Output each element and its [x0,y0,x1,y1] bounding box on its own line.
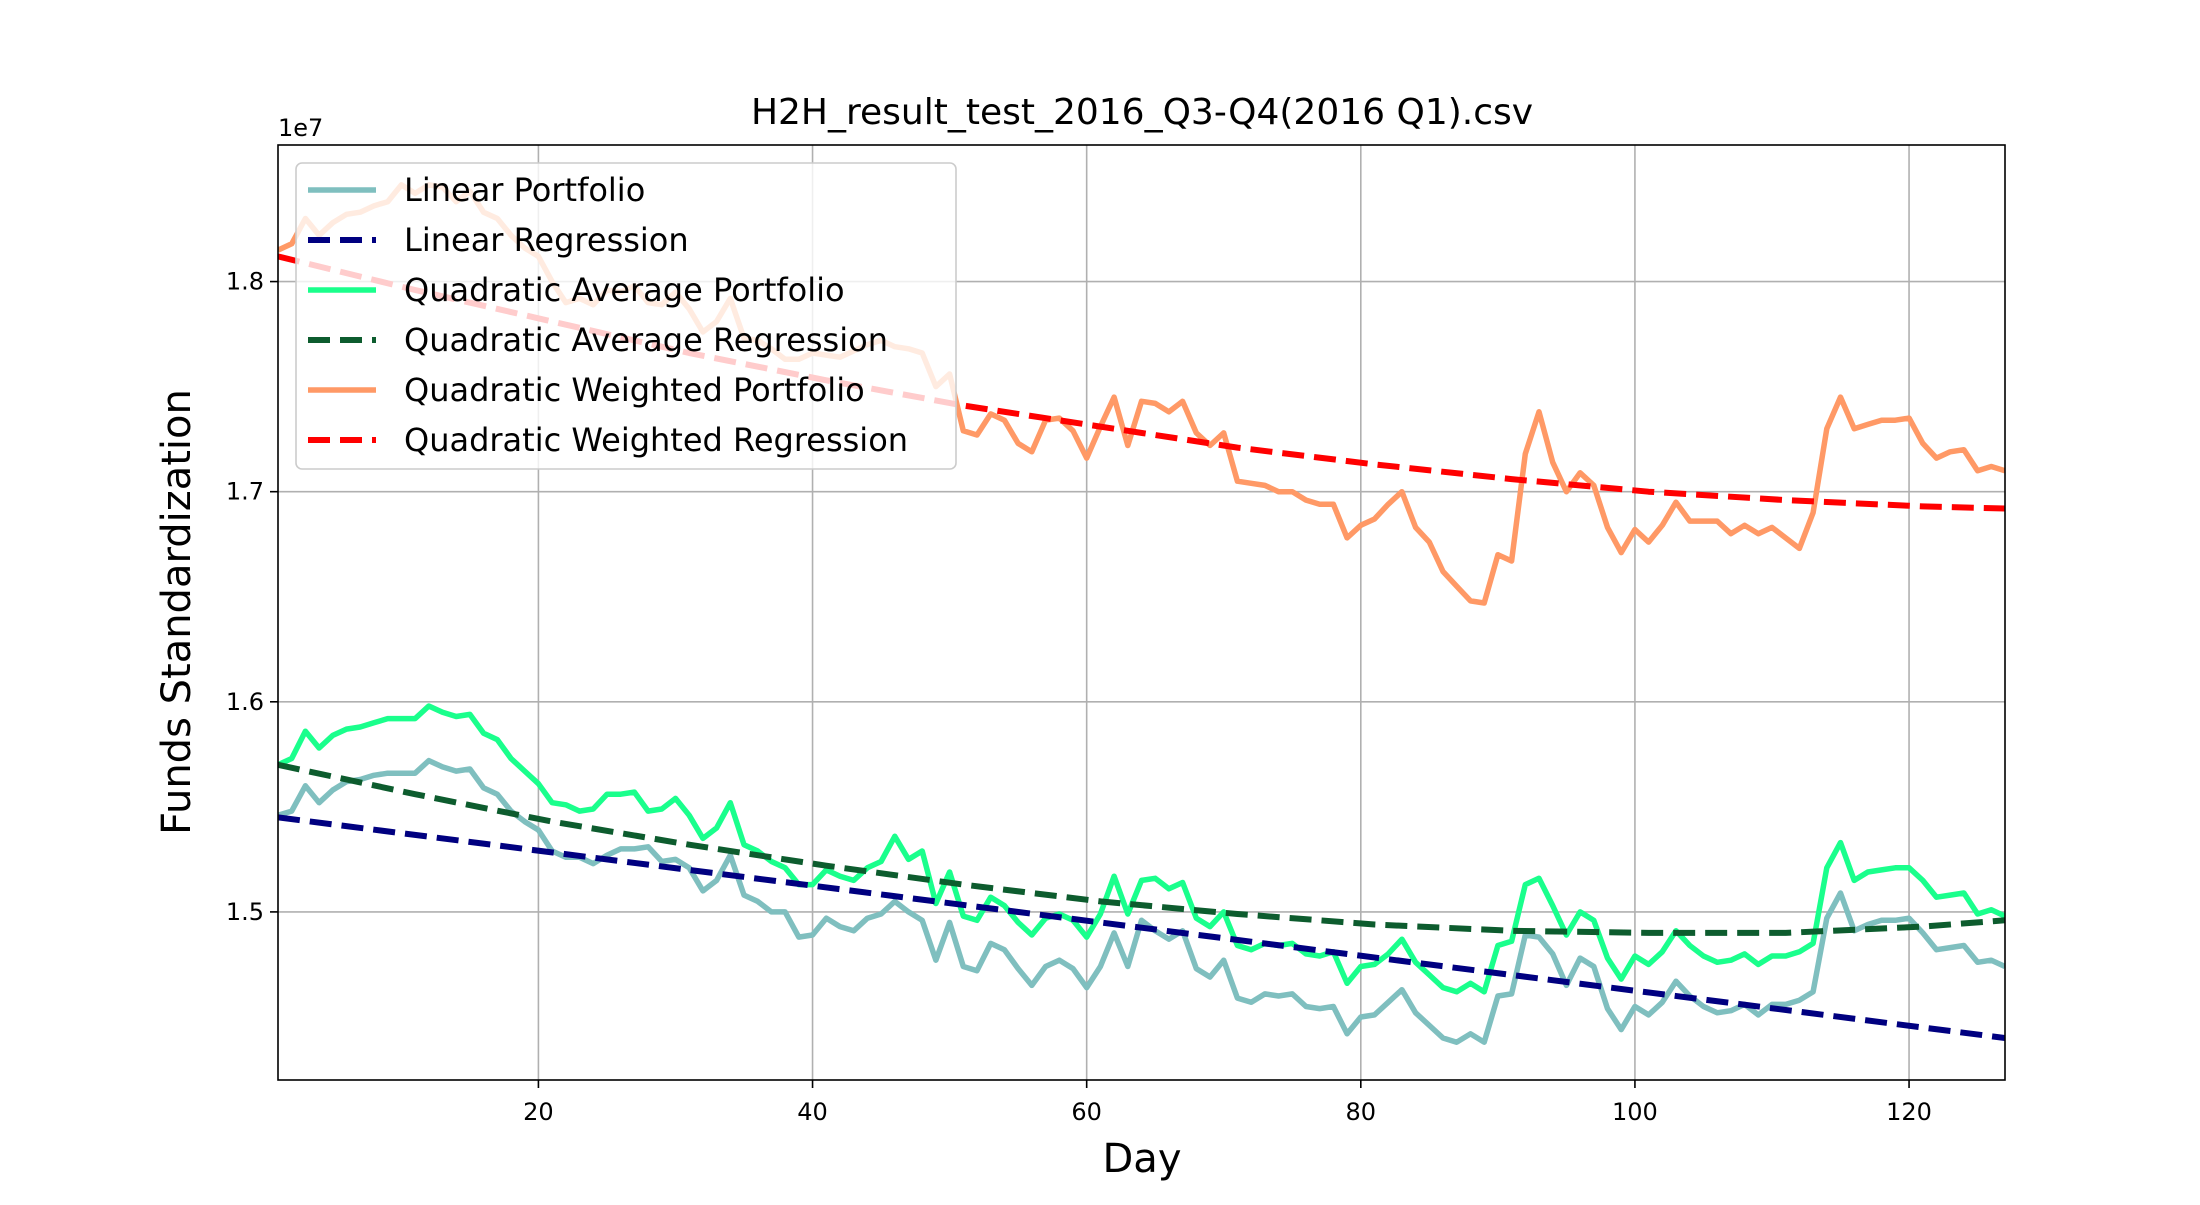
series-line-linear-regression [278,814,2005,1041]
y-tick-label: 1.5 [226,898,264,926]
legend-box [295,162,957,470]
y-axis-label: Funds Standardization [154,389,200,835]
legend-label: Quadratic Weighted Regression [404,421,908,459]
grid-layer [278,145,2005,1080]
x-tick-label: 100 [1612,1098,1658,1126]
y-tick-label: 1.7 [226,478,264,506]
y-offset-label: 1e7 [278,114,323,142]
series-line-linear-portfolio [278,757,2005,1045]
y-tick-label: 1.6 [226,688,264,716]
x-tick-label: 20 [523,1098,554,1126]
plot-frame [277,144,2006,1081]
x-axis-label: Day [1103,1136,1182,1182]
legend-label: Quadratic Weighted Portfolio [404,371,865,409]
series-group [278,182,2005,1045]
series-line-quadratic-average-portfolio [278,703,2005,995]
x-tick-label: 40 [797,1098,828,1126]
x-tick-label: 120 [1886,1098,1932,1126]
x-tick-label: 60 [1071,1098,1102,1126]
tick-layer: 20 40 60 80 100 120 1.5 1.6 1.7 1.8 [226,268,1932,1126]
legend-label: Quadratic Average Regression [404,321,888,359]
chart-legend: Linear Portfolio Linear Regression Quadrat… [295,162,957,470]
chart-title: H2H_result_test_2016_Q3-Q4(2016 Q1).csv [751,92,1533,133]
series-line-quadratic-average-regression [278,761,2005,936]
y-tick-label: 1.8 [226,268,264,296]
legend-label: Quadratic Average Portfolio [404,271,845,309]
series-layer [278,182,2005,1045]
legend-label: Linear Regression [404,221,689,259]
legend-label: Linear Portfolio [404,171,645,209]
x-tick-label: 80 [1346,1098,1377,1126]
